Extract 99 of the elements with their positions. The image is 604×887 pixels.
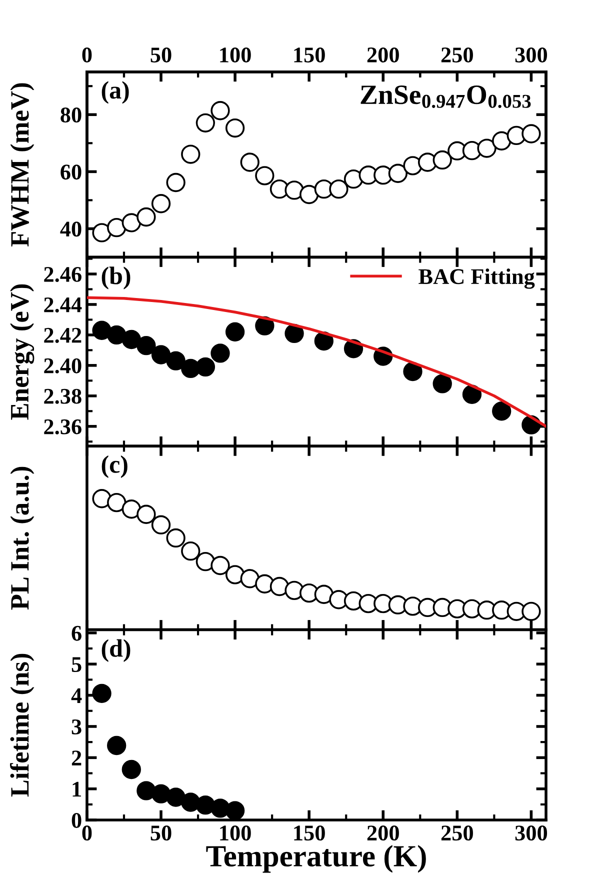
x2-tick-label: 50: [150, 47, 172, 62]
x2-tick-label: 300: [515, 47, 548, 62]
point: [314, 331, 334, 351]
point: [196, 113, 216, 132]
point: [270, 576, 290, 596]
y-tick-label: 80: [60, 108, 82, 123]
point: [136, 336, 156, 356]
point: [522, 602, 541, 621]
point: [196, 552, 216, 572]
point: [492, 402, 512, 421]
point: [181, 792, 200, 812]
x-axis-title: Temperature (K): [206, 845, 426, 873]
y-tick-label: 60: [60, 164, 82, 180]
point: [477, 138, 496, 158]
x-tick-label: 200: [367, 826, 399, 841]
point: [92, 489, 112, 508]
y-tick-label: 2.40: [44, 358, 82, 374]
x-tick-label: 250: [441, 826, 473, 841]
point: [122, 760, 141, 780]
point: [107, 218, 126, 238]
x-tick-label: 300: [515, 826, 548, 841]
y-tick-label: 2.44: [44, 297, 82, 312]
point: [403, 156, 422, 176]
point: [166, 528, 186, 548]
annotation: (a): [102, 81, 129, 104]
point: [107, 736, 126, 756]
point: [210, 101, 230, 120]
point: [240, 152, 260, 172]
point: [92, 320, 112, 340]
point: [107, 325, 126, 345]
y-tick-label: 0: [72, 812, 82, 828]
point: [122, 213, 141, 232]
point: [92, 223, 112, 242]
x-tick-label: 100: [220, 826, 251, 841]
point: [225, 565, 245, 584]
point: [522, 124, 541, 144]
x2-tick-label: 0: [82, 47, 92, 62]
point: [136, 207, 156, 227]
y-tick-label: 4: [71, 688, 82, 703]
annotation: (d): [102, 639, 130, 662]
y-tick-label: 40: [60, 222, 82, 237]
y-tick-label: 2: [72, 750, 82, 766]
x2-tick-label: 250: [441, 47, 473, 62]
point: [329, 179, 348, 199]
x-tick-label: 150: [294, 826, 325, 841]
point: [196, 357, 216, 377]
y-tick-label: 6: [72, 626, 82, 641]
point: [225, 801, 245, 820]
y-tick-label: 1: [72, 782, 81, 797]
point: [300, 184, 319, 204]
y-axis-title: Lifetime (ns): [10, 654, 34, 797]
y-tick-label: 2.38: [44, 388, 82, 404]
point: [181, 144, 200, 164]
x2-tick-label: 150: [294, 47, 325, 62]
point: [344, 170, 364, 189]
y-tick-label: 2.46: [44, 266, 82, 282]
y-axis-title: PL Int. (a.u.): [10, 466, 34, 610]
point: [388, 164, 408, 183]
y-tick-label: 5: [72, 657, 82, 672]
point: [284, 180, 304, 200]
annotation: (b): [102, 266, 130, 290]
point: [122, 500, 141, 519]
point: [166, 351, 186, 370]
x2-tick-label: 100: [220, 47, 251, 62]
point: [462, 384, 482, 404]
point: [92, 684, 112, 703]
y-tick-label: 3: [72, 719, 82, 734]
point: [225, 322, 245, 342]
point: [225, 118, 245, 138]
point: [181, 541, 200, 561]
point: [166, 172, 186, 192]
point: [255, 166, 274, 186]
point: [166, 788, 186, 807]
point: [403, 362, 422, 382]
point: [432, 150, 452, 170]
text: (c): [102, 455, 128, 478]
x-tick-label: 0: [82, 826, 92, 841]
point: [136, 504, 156, 524]
point: [151, 345, 171, 364]
x2-tick-label: 200: [367, 47, 399, 62]
point: [107, 492, 126, 512]
y-axis-title: FWHM (meV): [10, 83, 34, 247]
y-tick-label: 2.36: [44, 419, 82, 434]
y-axis-title: Energy (eV): [10, 284, 34, 420]
point: [151, 784, 171, 804]
point: [210, 344, 230, 363]
point: [122, 330, 141, 350]
legend-label: BAC Fitting: [418, 268, 535, 289]
point: [492, 131, 512, 150]
point: [151, 515, 171, 534]
point: [210, 556, 230, 576]
point: [151, 194, 171, 214]
point: [314, 584, 334, 604]
point: [284, 324, 304, 343]
annotation: ZnSe$_{0.947}$O$_{0.053}$: [360, 85, 531, 108]
point: [432, 374, 452, 394]
y-tick-label: 2.42: [44, 328, 82, 343]
point: [240, 569, 260, 588]
x-tick-label: 50: [150, 826, 172, 841]
